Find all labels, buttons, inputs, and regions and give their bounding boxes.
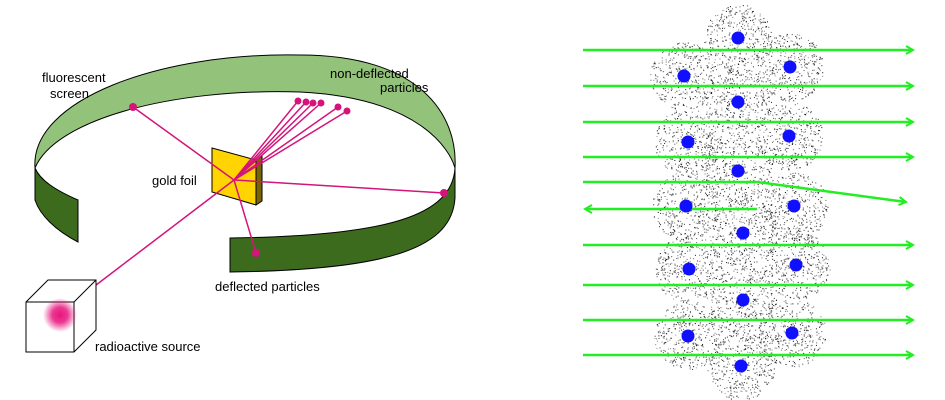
alpha-path-deflected [583,180,906,202]
nucleus [785,326,799,340]
deflected-rays [132,106,445,254]
nucleus [731,31,745,45]
label-non-deflected: non-deflected [330,66,409,81]
nucleus [681,329,695,343]
nucleus [783,60,797,74]
impact-spots [129,97,448,257]
nucleus [679,199,693,213]
nucleus [681,135,695,149]
atomic-scattering-model [583,5,913,400]
gold-foil [211,147,257,206]
apparatus-diagram: fluorescent screen non-deflected particl… [25,54,456,354]
nucleus [736,226,750,240]
nucleus [789,258,803,272]
non-deflected-rays [233,100,348,181]
nucleus [682,262,696,276]
nucleus [787,199,801,213]
label-radioactive-source: radioactive source [95,339,201,354]
label-gold-foil: gold foil [152,173,197,188]
source-glow [43,298,77,332]
nucleus [677,69,691,83]
label-deflected-particles: deflected particles [215,279,320,294]
nucleus [731,164,745,178]
nucleus [731,95,745,109]
fluorescent-screen-right-side [229,167,456,273]
alpha-particle-paths [583,50,913,355]
fluorescent-screen-back [34,54,456,169]
electron-clouds [650,5,831,400]
electron-cloud [707,333,776,400]
electron-cloud [653,173,721,241]
gold-nuclei [677,31,803,373]
label-screen: screen [50,86,89,101]
label-particles: particles [380,80,429,95]
fluorescent-screen-left-side [34,167,79,243]
label-fluorescent: fluorescent [42,70,106,85]
nucleus [734,359,748,373]
nucleus [782,129,796,143]
nucleus [736,293,750,307]
electron-cloud [704,5,772,73]
